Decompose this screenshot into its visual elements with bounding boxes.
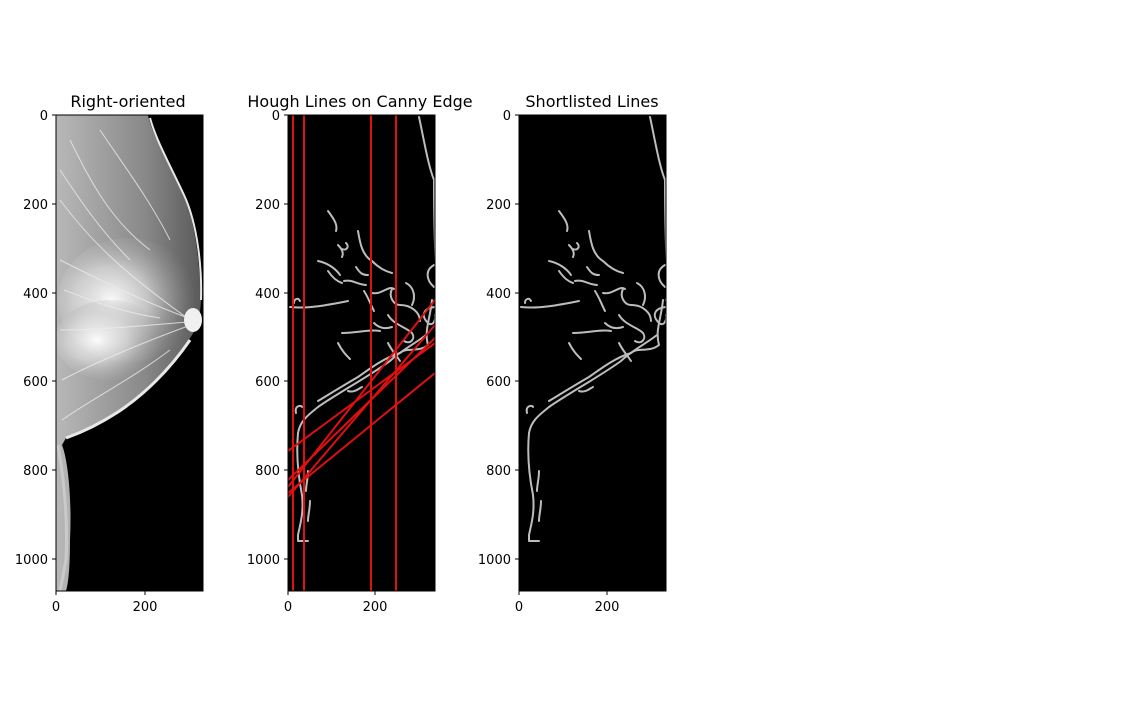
y-tick-label: 800 (486, 464, 511, 479)
y-tick-label: 400 (255, 287, 280, 302)
y-tick-label: 1000 (15, 553, 48, 568)
y-axis: 0 200 400 600 800 1000 (15, 109, 56, 568)
y-tick-label: 600 (255, 375, 280, 390)
canny-edge-image (287, 114, 436, 592)
x-tick-label: 200 (363, 600, 388, 615)
y-tick-label: 600 (486, 375, 511, 390)
y-tick-label: 0 (503, 109, 511, 124)
hough-line (288, 342, 435, 452)
hough-line (288, 372, 435, 494)
x-tick-label: 0 (515, 600, 523, 615)
x-tick-label: 200 (133, 600, 158, 615)
hough-line (288, 324, 435, 498)
y-tick-label: 0 (272, 109, 280, 124)
y-axis: 0 200 400 600 800 1000 (247, 109, 288, 568)
y-tick-label: 1000 (247, 553, 280, 568)
y-tick-label: 800 (255, 464, 280, 479)
panel-right-oriented: Right-oriented (15, 92, 204, 615)
y-axis: 0 200 400 600 800 1000 (478, 109, 519, 568)
hough-lines (288, 115, 435, 591)
panel-title: Right-oriented (70, 92, 185, 111)
y-tick-label: 200 (486, 198, 511, 213)
y-tick-label: 400 (486, 287, 511, 302)
y-tick-label: 200 (255, 198, 280, 213)
x-tick-label: 0 (284, 600, 292, 615)
y-tick-label: 400 (23, 287, 48, 302)
x-tick-label: 0 (52, 600, 60, 615)
y-tick-label: 200 (23, 198, 48, 213)
x-axis: 0 200 (52, 591, 158, 615)
y-tick-label: 0 (40, 109, 48, 124)
y-tick-label: 800 (23, 464, 48, 479)
x-axis: 0 200 (284, 591, 388, 615)
panel-title: Shortlisted Lines (525, 92, 658, 111)
x-tick-label: 200 (595, 600, 620, 615)
panel-title: Hough Lines on Canny Edge (247, 92, 472, 111)
shortlisted-edge-image (518, 114, 667, 592)
y-tick-label: 1000 (478, 553, 511, 568)
panel-shortlisted-lines: Shortlisted Lines 0 200 400 600 800 1000 (478, 92, 667, 615)
mammogram-image (55, 114, 204, 592)
y-tick-label: 600 (23, 375, 48, 390)
x-axis: 0 200 (515, 591, 620, 615)
panel-hough-lines: Hough Lines on Canny Edge (247, 92, 473, 615)
